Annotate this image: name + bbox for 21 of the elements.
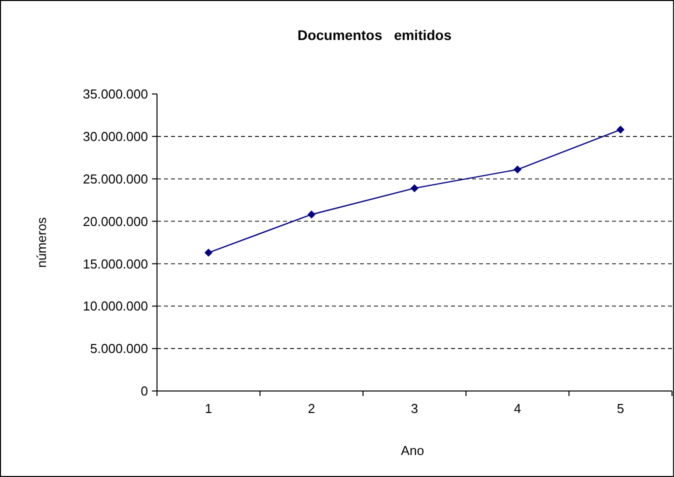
point — [204, 248, 212, 257]
y-tick-label: 0 — [140, 384, 148, 399]
y-tick-label: 5.000.000 — [90, 341, 148, 356]
chart-title: Documentos emitidos — [297, 27, 452, 43]
x-tick-label: 1 — [204, 401, 212, 416]
x-tick-label: 5 — [616, 401, 624, 416]
y-axis-title: números — [34, 216, 49, 268]
y-tick-label: 30.000.000 — [82, 128, 148, 144]
x-tick-label: 3 — [410, 401, 418, 416]
x-tick-label: 2 — [308, 401, 316, 416]
y-tick-label: 35.000.000 — [82, 86, 148, 102]
point — [308, 210, 316, 218]
x-axis-title: Ano — [400, 443, 424, 458]
point — [410, 184, 418, 192]
point — [616, 126, 624, 134]
y-tick-label: 20.000.000 — [82, 214, 148, 229]
x-tick-label: 4 — [514, 401, 522, 416]
y-tick-label: 15.000.000 — [82, 256, 148, 272]
point — [514, 166, 522, 174]
y-tick-label: 10.000.000 — [82, 298, 148, 314]
y-tick-label: 25.000.000 — [82, 171, 148, 186]
